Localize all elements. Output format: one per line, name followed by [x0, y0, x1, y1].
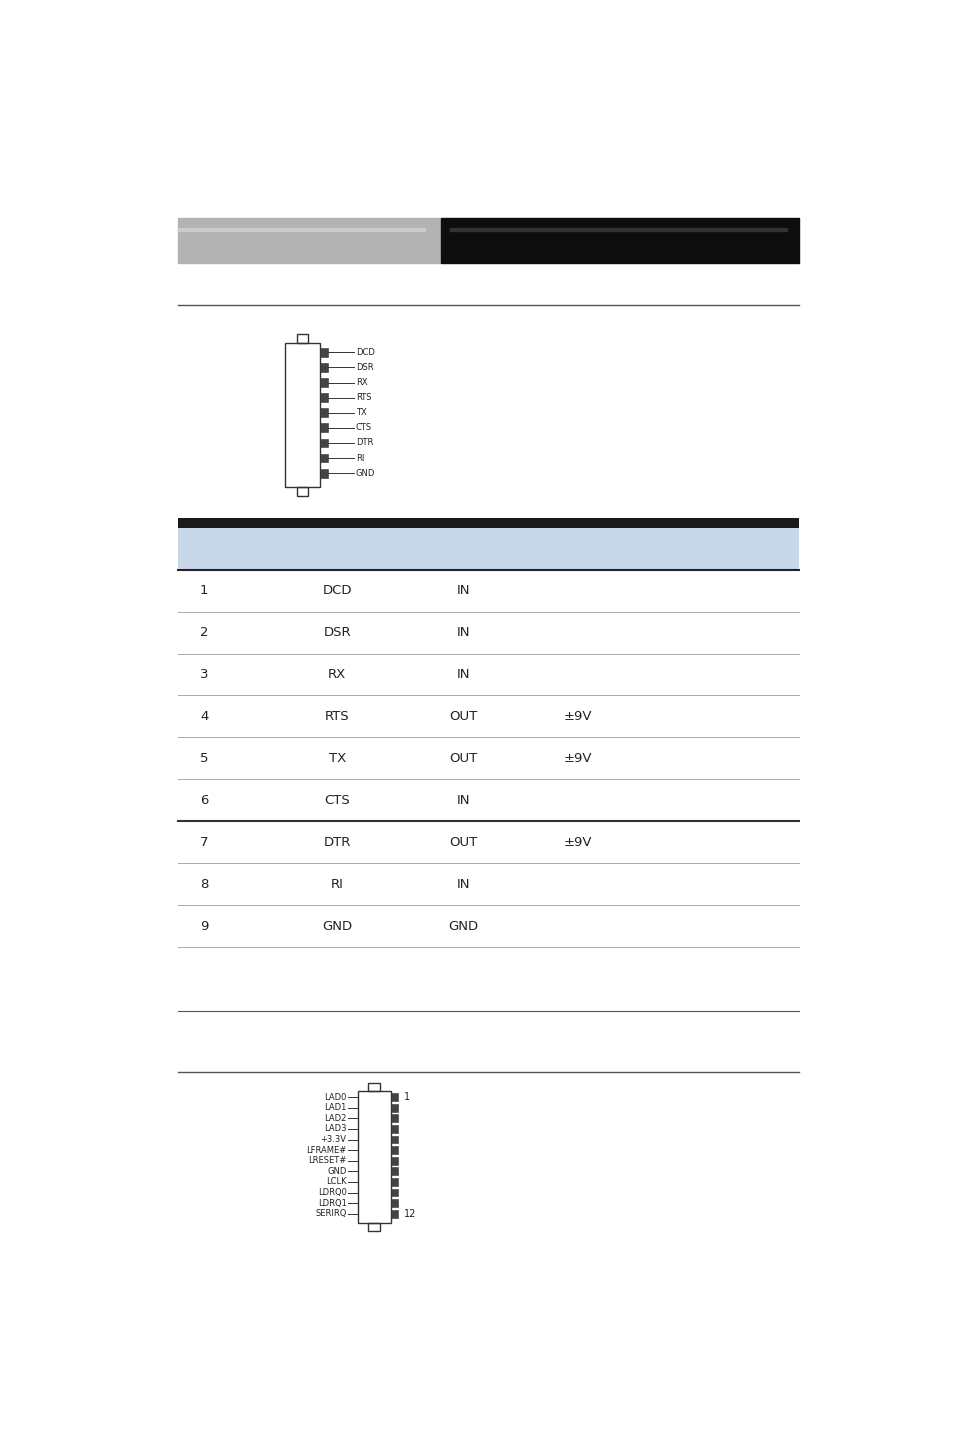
Text: RTS: RTS	[325, 710, 350, 723]
Text: LAD1: LAD1	[324, 1103, 346, 1113]
Bar	[391, 1104, 397, 1111]
Text: SERIRQ: SERIRQ	[314, 1209, 346, 1219]
Bar	[391, 1179, 397, 1186]
Text: LDRQ1: LDRQ1	[317, 1199, 346, 1207]
Bar	[320, 348, 328, 357]
Text: 1: 1	[200, 584, 209, 597]
Text: IN: IN	[456, 668, 469, 681]
Text: IN: IN	[456, 627, 469, 640]
Text: GND: GND	[327, 1167, 346, 1176]
Text: LDRQ0: LDRQ0	[317, 1187, 346, 1197]
Bar	[320, 393, 328, 402]
Bar	[285, 343, 320, 486]
Text: LRESET#: LRESET#	[308, 1156, 346, 1166]
Text: 1: 1	[403, 1093, 409, 1103]
Text: LAD3: LAD3	[324, 1124, 346, 1133]
Text: RX: RX	[355, 379, 367, 387]
Bar	[178, 218, 440, 262]
Text: 8: 8	[200, 878, 209, 891]
Text: LAD0: LAD0	[324, 1093, 346, 1101]
Text: TX: TX	[355, 409, 366, 417]
Bar	[320, 379, 328, 387]
Text: IN: IN	[456, 584, 469, 597]
Text: 5: 5	[200, 751, 209, 764]
Text: IN: IN	[456, 794, 469, 807]
Bar	[178, 228, 425, 231]
Text: DTR: DTR	[323, 836, 351, 849]
Bar	[391, 1167, 397, 1176]
Bar	[320, 423, 328, 432]
Text: +3.3V: +3.3V	[320, 1136, 346, 1144]
Bar	[368, 1083, 380, 1091]
Bar	[391, 1189, 397, 1196]
Bar	[296, 486, 308, 496]
Bar	[320, 469, 328, 478]
Text: LCLK: LCLK	[326, 1177, 346, 1186]
Text: TX: TX	[329, 751, 346, 764]
Text: 3: 3	[200, 668, 209, 681]
Bar	[440, 218, 799, 262]
Text: CTS: CTS	[324, 794, 350, 807]
Text: DCD: DCD	[355, 348, 375, 357]
Text: LFRAME#: LFRAME#	[306, 1146, 346, 1154]
Text: DTR: DTR	[355, 439, 373, 447]
Bar	[449, 228, 786, 231]
Text: 6: 6	[200, 794, 209, 807]
Text: OUT: OUT	[449, 710, 476, 723]
Bar	[391, 1093, 397, 1101]
Bar	[296, 334, 308, 343]
Bar	[391, 1126, 397, 1133]
Text: GND: GND	[355, 469, 375, 478]
Bar	[368, 1223, 380, 1230]
Bar	[391, 1114, 397, 1123]
Text: CTS: CTS	[355, 423, 372, 432]
Text: RI: RI	[331, 878, 343, 891]
Text: GND: GND	[448, 919, 477, 932]
Bar	[391, 1136, 397, 1143]
Bar	[320, 363, 328, 371]
Text: DCD: DCD	[322, 584, 352, 597]
Text: IN: IN	[456, 878, 469, 891]
Text: 7: 7	[200, 836, 209, 849]
Bar	[320, 453, 328, 463]
Text: RX: RX	[328, 668, 346, 681]
Text: 4: 4	[200, 710, 209, 723]
Bar	[178, 518, 799, 528]
Text: OUT: OUT	[449, 836, 476, 849]
Text: ±9V: ±9V	[563, 836, 591, 849]
Text: ±9V: ±9V	[563, 710, 591, 723]
Text: 9: 9	[200, 919, 209, 932]
Text: 12: 12	[403, 1209, 416, 1219]
Bar	[391, 1199, 397, 1207]
Text: OUT: OUT	[449, 751, 476, 764]
Bar	[391, 1210, 397, 1217]
Text: ±9V: ±9V	[563, 751, 591, 764]
Text: DSR: DSR	[355, 363, 373, 371]
Bar	[178, 528, 799, 569]
Bar	[320, 439, 328, 447]
Bar	[357, 1091, 391, 1223]
Text: DSR: DSR	[323, 627, 351, 640]
Bar	[391, 1146, 397, 1154]
Bar	[320, 409, 328, 417]
Text: RI: RI	[355, 453, 364, 463]
Text: RTS: RTS	[355, 393, 371, 402]
Bar	[391, 1157, 397, 1164]
Text: LAD2: LAD2	[324, 1114, 346, 1123]
Text: 2: 2	[200, 627, 209, 640]
Text: GND: GND	[322, 919, 352, 932]
